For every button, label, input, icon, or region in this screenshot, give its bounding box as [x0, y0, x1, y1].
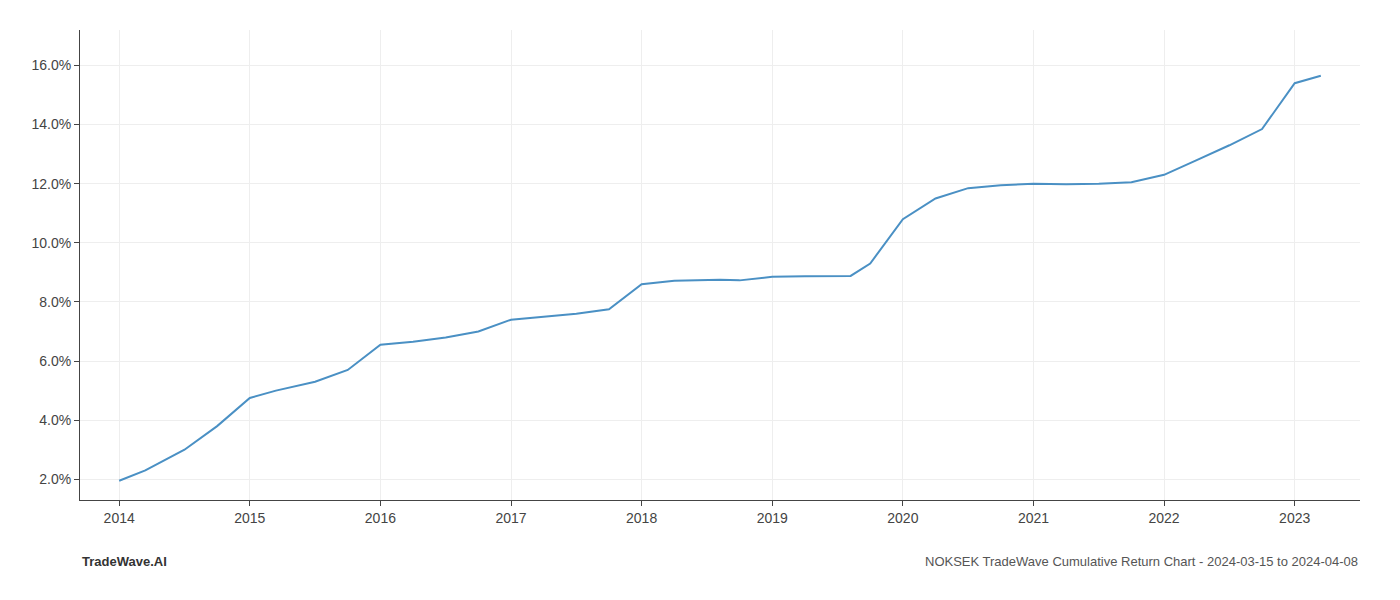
svg-text:8.0%: 8.0%	[39, 294, 71, 310]
svg-text:16.0%: 16.0%	[31, 57, 71, 73]
svg-text:2020: 2020	[887, 510, 918, 526]
svg-text:14.0%: 14.0%	[31, 116, 71, 132]
svg-text:2014: 2014	[104, 510, 135, 526]
svg-text:12.0%: 12.0%	[31, 176, 71, 192]
svg-text:2019: 2019	[757, 510, 788, 526]
svg-text:2018: 2018	[626, 510, 657, 526]
svg-text:TradeWave.AI: TradeWave.AI	[82, 554, 167, 569]
svg-text:2017: 2017	[495, 510, 526, 526]
svg-text:6.0%: 6.0%	[39, 353, 71, 369]
svg-text:2021: 2021	[1018, 510, 1049, 526]
svg-text:10.0%: 10.0%	[31, 235, 71, 251]
svg-text:2016: 2016	[365, 510, 396, 526]
svg-text:2023: 2023	[1279, 510, 1310, 526]
svg-text:2.0%: 2.0%	[39, 471, 71, 487]
svg-text:4.0%: 4.0%	[39, 412, 71, 428]
svg-text:NOKSEK TradeWave Cumulative Re: NOKSEK TradeWave Cumulative Return Chart…	[925, 554, 1358, 569]
svg-text:2015: 2015	[234, 510, 265, 526]
svg-text:2022: 2022	[1149, 510, 1180, 526]
